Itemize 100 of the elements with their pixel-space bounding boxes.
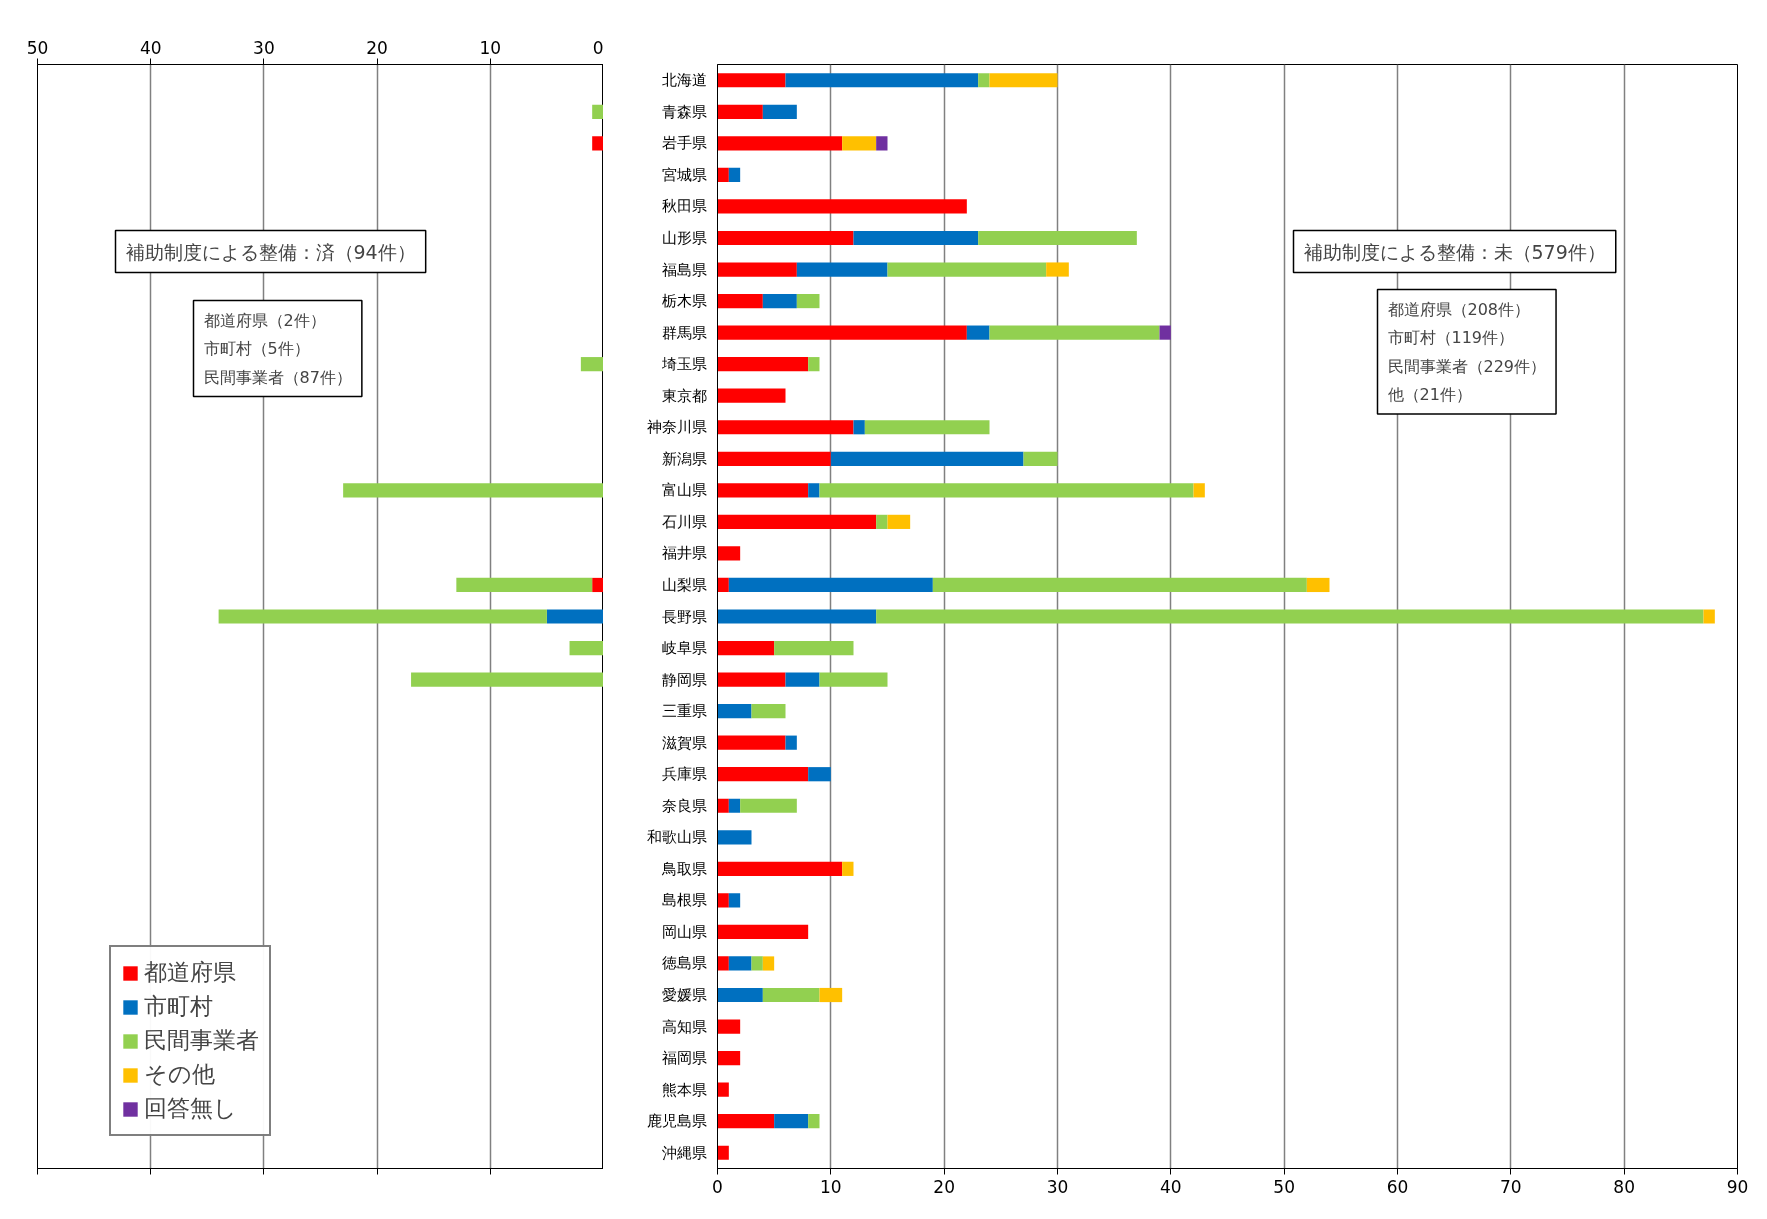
y-tick-label: 鹿児島県 — [646, 1112, 707, 1131]
bar — [808, 357, 820, 372]
y-tick-label: 和歌山県 — [646, 828, 707, 847]
bar — [1306, 577, 1330, 593]
y-tick-label: 埼玉県 — [660, 355, 707, 374]
bar — [343, 483, 603, 498]
bar — [728, 167, 741, 182]
y-tick-label: 青森県 — [661, 102, 707, 121]
y-tick-label: 愛媛県 — [661, 986, 707, 1005]
bar — [842, 136, 877, 151]
bar — [717, 577, 729, 593]
bar — [717, 1082, 729, 1097]
bar — [774, 640, 854, 656]
bar — [785, 735, 797, 750]
bar — [717, 357, 809, 372]
y-tick-label: 静岡県 — [661, 670, 707, 689]
y-tick-label: 秋田県 — [661, 197, 707, 216]
x-tick-label: 10 — [479, 37, 502, 58]
bar — [728, 956, 752, 971]
bar — [853, 420, 865, 435]
y-tick-label: 徳島県 — [661, 954, 707, 973]
legend-label: 市町村 — [144, 992, 213, 1021]
bar — [966, 325, 990, 340]
bar — [876, 136, 888, 151]
bar — [569, 640, 603, 656]
bar — [762, 293, 797, 309]
y-tick-label: 宮城県 — [661, 165, 707, 184]
bar — [717, 704, 752, 719]
bar — [728, 798, 741, 813]
x-tick-label: 40 — [139, 37, 162, 58]
bar — [717, 1114, 775, 1129]
legend-label: 都道府県 — [144, 958, 236, 987]
bar — [932, 577, 1307, 593]
bar — [1703, 609, 1715, 624]
bar — [717, 451, 831, 466]
bar — [762, 987, 820, 1003]
bar — [717, 199, 967, 214]
annotation: 補助制度による整備：未（579件） — [1303, 240, 1606, 263]
y-tick-label: 山形県 — [661, 228, 707, 247]
y-tick-label: 沖縄県 — [661, 1143, 707, 1162]
bar — [717, 293, 763, 309]
bar — [717, 420, 854, 435]
bar — [717, 609, 877, 624]
bar — [717, 136, 843, 151]
bar — [717, 388, 786, 403]
x-tick-label: 60 — [1386, 1176, 1409, 1197]
bar — [842, 861, 854, 876]
x-tick-label: 30 — [1046, 1176, 1069, 1197]
bar — [864, 420, 990, 435]
bar — [717, 767, 809, 782]
y-tick-label: 島根県 — [661, 891, 707, 910]
y-tick-label: 滋賀県 — [661, 733, 707, 752]
bar — [887, 262, 1047, 277]
bar — [819, 672, 888, 687]
x-tick-label: 20 — [933, 1176, 955, 1197]
bar — [592, 577, 603, 593]
bar — [796, 293, 820, 309]
x-tick-label: 80 — [1613, 1176, 1635, 1197]
legend-label: 回答無し — [144, 1094, 237, 1123]
bar — [717, 262, 797, 277]
y-tick-label: 神奈川県 — [646, 418, 707, 437]
bar — [1023, 451, 1058, 466]
bar — [717, 325, 967, 340]
annotation: 補助制度による整備：済（94件） — [125, 240, 416, 263]
bar — [717, 73, 786, 88]
bar — [751, 956, 763, 971]
bar — [774, 1114, 809, 1129]
bar — [978, 230, 1137, 246]
y-tick-label: 鳥取県 — [660, 859, 707, 878]
bar — [717, 230, 854, 246]
bar — [717, 830, 752, 845]
annotation: 市町村（5件） — [203, 339, 310, 358]
x-tick-label: 20 — [366, 37, 388, 58]
y-tick-label: 東京都 — [661, 386, 707, 405]
x-tick-label: 10 — [820, 1176, 842, 1197]
bar — [1159, 325, 1171, 340]
x-tick-label: 0 — [712, 1176, 723, 1197]
bar — [717, 798, 729, 813]
bar — [762, 104, 797, 119]
y-tick-label: 三重県 — [661, 702, 707, 721]
bar — [853, 230, 979, 246]
y-tick-label: 富山県 — [661, 481, 707, 500]
y-tick-label: 兵庫県 — [661, 765, 707, 784]
y-tick-label: 奈良県 — [661, 796, 707, 815]
annotation: 民間事業者（229件） — [1387, 356, 1547, 376]
y-tick-label: 福井県 — [661, 544, 707, 563]
bar — [978, 73, 990, 88]
bar — [762, 956, 775, 971]
annotation: 他（21件） — [1387, 385, 1472, 404]
bar — [592, 136, 603, 151]
bar — [796, 262, 888, 277]
bar — [717, 546, 741, 561]
bar — [808, 1114, 820, 1129]
annotation: 都道府県（2件） — [203, 310, 326, 330]
bar — [456, 577, 593, 593]
y-tick-label: 高知県 — [661, 1017, 707, 1036]
bar — [717, 956, 729, 971]
bar — [717, 861, 843, 876]
bar — [546, 609, 603, 624]
legend-label: その他 — [144, 1060, 215, 1089]
